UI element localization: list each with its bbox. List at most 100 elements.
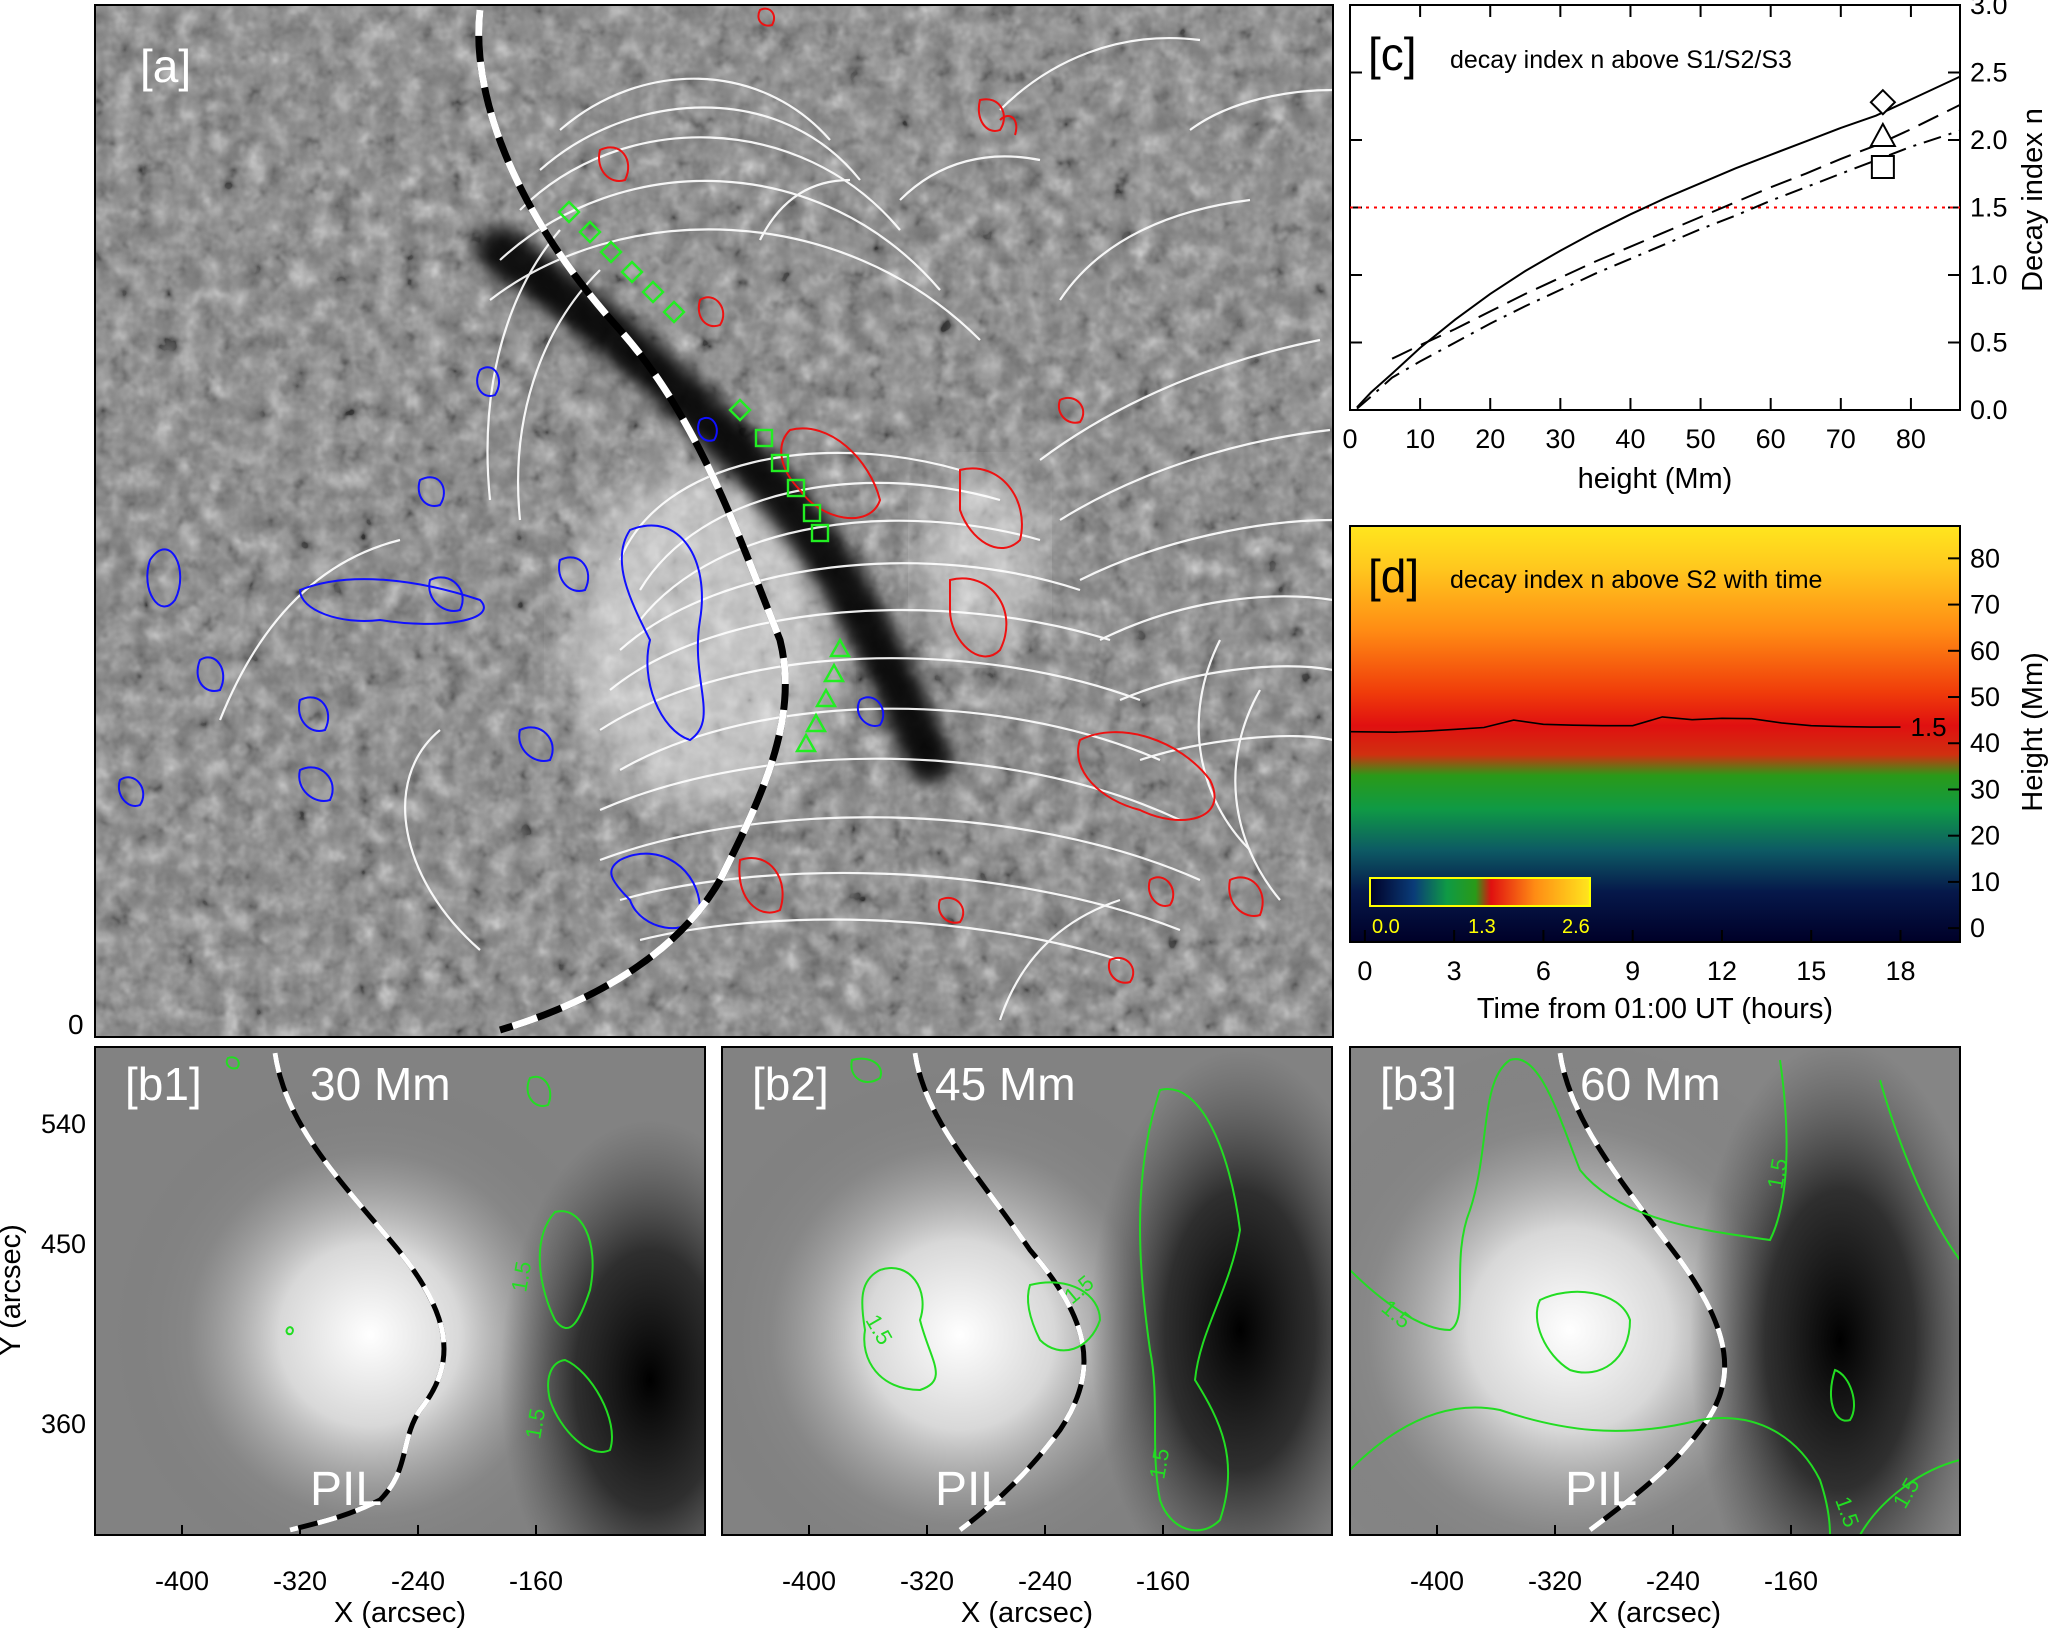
- c-ytick-label: 2.5: [1970, 58, 2008, 88]
- panel-b3-height: 60 Mm: [1580, 1058, 1721, 1110]
- b-xtick-label: -240: [1018, 1566, 1072, 1596]
- b-xtick-label: -240: [391, 1566, 445, 1596]
- c-xtick-label: 70: [1826, 424, 1856, 454]
- panel-b2-pil-label: PIL: [935, 1463, 1007, 1516]
- panel-b: 1.5 1.5 [b1] 30 Mm PIL 1.5 1.5 1.5 [b2]: [0, 1046, 1961, 1629]
- b-xtick-label: -400: [1410, 1566, 1464, 1596]
- plage-bright-east: [920, 470, 1040, 650]
- s1-marker: [557, 200, 581, 224]
- d-ytick-label: 20: [1970, 821, 2000, 851]
- positive-polarity-contours: [598, 7, 1264, 984]
- panel-b3-pil-label: PIL: [1565, 1463, 1637, 1516]
- s3-marker: [804, 712, 828, 733]
- field-lines: [218, 36, 1333, 1021]
- c-series-line-3: [1356, 129, 1961, 410]
- panel-b1-height: 30 Mm: [310, 1058, 451, 1110]
- panel-d-heatmap: [1350, 526, 1960, 942]
- panel-d-label: [d]: [1368, 550, 1419, 602]
- c-ytick-label: 0.5: [1970, 328, 2008, 358]
- c-series-line-1: [1356, 75, 1961, 408]
- c-ytick-label: 2.0: [1970, 125, 2008, 155]
- colorbar-min: 0.0: [1372, 916, 1400, 938]
- d-xtick-label: 15: [1796, 956, 1826, 986]
- filament: [477, 227, 953, 783]
- s2-marker: [770, 453, 790, 473]
- b3-contour-label: 1.5: [1762, 1156, 1792, 1190]
- panel-c-title: decay index n above S1/S2/S3: [1450, 46, 1792, 74]
- d-xtick-label: 6: [1536, 956, 1551, 986]
- s1-marker: [641, 280, 665, 304]
- b-xtick-label: -160: [1136, 1566, 1190, 1596]
- s1-marker: [728, 398, 752, 422]
- c-ytick-label: 1.0: [1970, 260, 2008, 290]
- s1-marker: [620, 260, 644, 284]
- panel-a: [a]: [95, 5, 1333, 1037]
- d-contour-1p5: [1349, 716, 1901, 734]
- c-marker-square: [1870, 155, 1895, 179]
- s3-marker: [794, 732, 818, 753]
- panel-d-title: decay index n above S2 with time: [1450, 566, 1822, 594]
- panel-b1-pil-label: PIL: [310, 1463, 382, 1516]
- c-marker-triangle: [1869, 121, 1897, 147]
- panel-c-xlabel: height (Mm): [1578, 463, 1733, 495]
- panel-d-ylabel: Height (Mm): [2017, 652, 2049, 812]
- d-ytick-label: 30: [1970, 774, 2000, 804]
- c-marker-diamond: [1869, 88, 1897, 116]
- d-ytick-label: 0: [1970, 913, 1985, 943]
- c-xtick-label: 0: [1342, 424, 1357, 454]
- panel-a-label: [a]: [140, 40, 191, 92]
- panel-b3-label: [b3]: [1380, 1058, 1457, 1110]
- s1-marker: [599, 240, 623, 264]
- d-xtick-label: 9: [1625, 956, 1640, 986]
- d-ytick-label: 70: [1970, 590, 2000, 620]
- panel-d-frame: [1349, 525, 1961, 943]
- b-xtick-label: -400: [782, 1566, 836, 1596]
- s2-marker: [802, 503, 822, 523]
- panel-b1-label: [b1]: [125, 1058, 202, 1110]
- c-ytick-label: 3.0: [1970, 0, 2008, 20]
- s3-marker: [822, 662, 846, 683]
- s1-marker: [578, 220, 602, 244]
- panel-b2: 1.5 1.5 1.5 [b2] 45 Mm PIL: [722, 1047, 1332, 1535]
- d-xtick-label: 3: [1447, 956, 1462, 986]
- panel-a-corner-zero: 0: [68, 1009, 84, 1040]
- s1-marker: [662, 300, 686, 324]
- panel-b1-xlabel: X (arcsec): [334, 1597, 466, 1628]
- c-ytick-label: 1.5: [1970, 193, 2008, 223]
- b1-contour-label: 1.5: [520, 1406, 550, 1440]
- c-series-line-2: [1391, 104, 1961, 360]
- panel-b3: 1.5 1.5 1.5 1.5 [b3] 60 Mm PIL: [1350, 1047, 1960, 1535]
- panel-d: 1.5 0 3 6 9 12 15 18 0 10 20 30 40 50 60 70 80 [d] decay…: [1349, 525, 2049, 1025]
- b-xtick-label: -320: [1528, 1566, 1582, 1596]
- c-xtick-label: 50: [1686, 424, 1716, 454]
- s2-marker: [754, 428, 774, 448]
- panel-c: 0 10 20 30 40 50 60 70 80 0.0 0.5 1.0 1.5 2.0 2.5 3.0 […: [1342, 0, 2049, 495]
- b-ytick: 360: [41, 1409, 86, 1439]
- c-xtick-label: 60: [1756, 424, 1786, 454]
- d-ytick-label: 80: [1970, 543, 2000, 573]
- s3-marker: [814, 687, 838, 708]
- panel-c-label: [c]: [1368, 28, 1417, 80]
- sample-markers: [557, 200, 852, 753]
- d-ytick-label: 60: [1970, 636, 2000, 666]
- b1-contour-label: 1.5: [506, 1259, 536, 1293]
- c-xtick-label: 10: [1405, 424, 1435, 454]
- b-xtick-label: -400: [155, 1566, 209, 1596]
- panel-b3-xlabel: X (arcsec): [1589, 1597, 1721, 1628]
- panel-d-xlabel: Time from 01:00 UT (hours): [1477, 993, 1833, 1025]
- colorbar-max: 2.6: [1562, 916, 1590, 938]
- d-xtick-label: 0: [1357, 956, 1372, 986]
- panel-b2-height: 45 Mm: [935, 1058, 1076, 1110]
- s3-marker: [828, 637, 852, 658]
- panel-b1: 1.5 1.5 [b1] 30 Mm PIL: [95, 1047, 705, 1535]
- b-ytick: 450: [41, 1229, 86, 1259]
- b2-contour-label: 1.5: [1144, 1446, 1174, 1480]
- colorbar: [1369, 877, 1591, 907]
- b-xtick-label: -160: [1764, 1566, 1818, 1596]
- c-ytick-label: 0.0: [1970, 395, 2008, 425]
- panel-b2-label: [b2]: [752, 1058, 829, 1110]
- b-xtick-label: -160: [509, 1566, 563, 1596]
- c-xtick-label: 40: [1615, 424, 1645, 454]
- s2-marker: [810, 523, 830, 543]
